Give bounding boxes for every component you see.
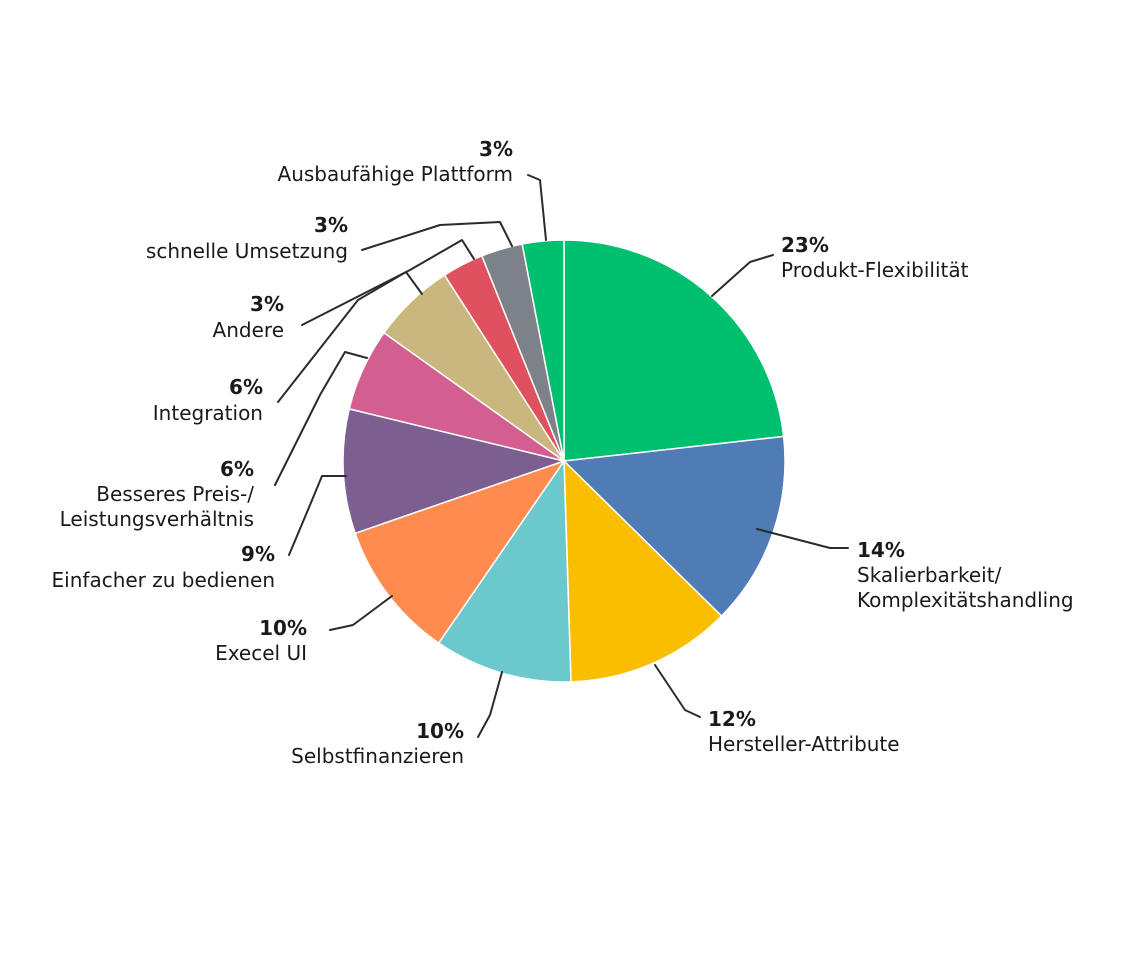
leader-line xyxy=(301,239,475,326)
slice-value-label: 23% xyxy=(781,233,829,257)
slice-value-label: 12% xyxy=(708,707,756,731)
slice-value-label: 3% xyxy=(250,292,284,316)
slice-category-label: Andere xyxy=(213,318,284,342)
leader-line xyxy=(527,174,547,241)
leader-line xyxy=(329,595,393,631)
pie-slice xyxy=(342,407,567,535)
slice-value-label: 9% xyxy=(241,542,275,566)
slice-value-label: 14% xyxy=(857,538,905,562)
slice-labels: 23% Produkt-Flexibilität 14% Skalierbark… xyxy=(52,137,1074,768)
leader-line xyxy=(477,671,503,738)
slice-category-label: Besseres Preis-/ xyxy=(96,482,254,506)
leader-lines xyxy=(274,174,849,738)
slice-category-label: Einfacher zu bedienen xyxy=(52,568,275,592)
slice-value-label: 10% xyxy=(416,719,464,743)
pie-slice xyxy=(563,239,785,462)
slice-category-label: Execel UI xyxy=(215,641,307,665)
slice-value-label: 3% xyxy=(479,137,513,161)
slice-value-label: 3% xyxy=(314,213,348,237)
pie-slice xyxy=(563,459,723,683)
leader-line xyxy=(654,664,701,718)
pie-slice xyxy=(521,239,565,462)
pie-slice xyxy=(354,459,566,645)
slice-value-label: 6% xyxy=(229,375,263,399)
leader-line xyxy=(274,351,368,486)
leader-line xyxy=(288,475,347,556)
slice-category-label: Leistungsverhältnis xyxy=(60,507,254,531)
slice-category-label: Selbstfinanzieren xyxy=(291,744,464,768)
slice-category-label: Skalierbarkeit/ xyxy=(857,563,1002,587)
slice-category-label: Integration xyxy=(153,401,263,425)
slice-value-label: 10% xyxy=(259,616,307,640)
leader-line xyxy=(756,528,849,549)
leader-line xyxy=(711,254,774,297)
slice-category-label: schnelle Umsetzung xyxy=(146,239,348,263)
slice-category-label: Hersteller-Attribute xyxy=(708,732,900,756)
leader-line xyxy=(277,271,423,403)
pie-slices xyxy=(342,239,786,683)
slice-category-label: Ausbaufähige Plattform xyxy=(278,162,513,186)
leader-line xyxy=(361,221,513,251)
slice-category-label: Produkt-Flexibilität xyxy=(781,258,969,282)
slice-value-label: 6% xyxy=(220,457,254,481)
slice-category-label: Komplexitätshandling xyxy=(857,588,1074,612)
